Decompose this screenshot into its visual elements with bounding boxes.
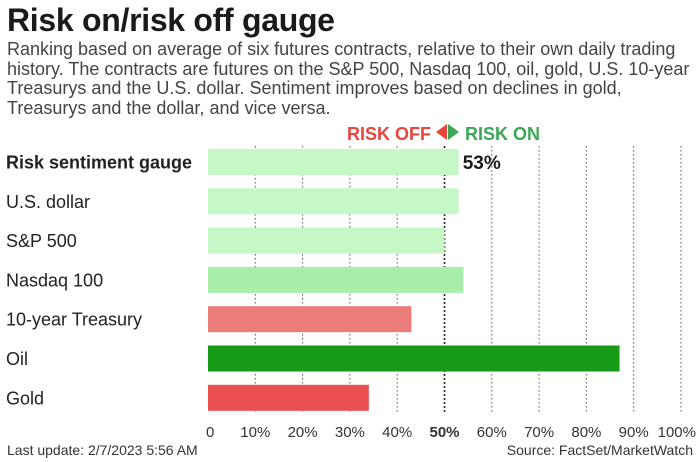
category-label: U.S. dollar: [6, 192, 90, 212]
x-tick-label: 30%: [335, 424, 365, 441]
x-tick-label: 100%: [658, 424, 696, 441]
x-tick-label: 50%: [429, 424, 459, 441]
risk-on-label: RISK ON: [465, 124, 540, 144]
x-tick-label: 90%: [619, 424, 649, 441]
x-tick-layer: 0 10% 20% 30% 40% 50% 60% 70% 80% 90% 100%: [206, 424, 696, 441]
bar: [208, 306, 412, 333]
category-label: Gold: [6, 388, 44, 408]
category-label: Risk sentiment gauge: [6, 153, 192, 173]
bar: [208, 384, 369, 411]
data-label: 53%: [463, 153, 501, 174]
risk-off-label: RISK OFF: [347, 124, 431, 144]
x-tick-label: 20%: [288, 424, 318, 441]
bar: [208, 227, 445, 254]
right-arrow-icon: [448, 124, 459, 140]
x-tick-label: 40%: [382, 424, 412, 441]
chart-title: Risk on/risk off gauge: [7, 2, 335, 38]
bar: [208, 188, 459, 215]
last-update: Last update: 2/7/2023 5:56 AM: [7, 442, 198, 458]
chart-subtitle: Ranking based on average of six futures …: [7, 39, 690, 118]
x-tick-label: 80%: [571, 424, 601, 441]
bar: [208, 266, 464, 293]
left-arrow-icon: [436, 124, 447, 140]
x-tick-label: 70%: [524, 424, 554, 441]
risk-legend: RISK OFF RISK ON: [347, 124, 540, 144]
x-tick-label: 60%: [477, 424, 507, 441]
category-label: Nasdaq 100: [6, 270, 103, 290]
source-note: Source: FactSet/MarketWatch: [506, 442, 693, 458]
category-label: Oil: [6, 349, 28, 369]
x-tick-label: 0: [206, 424, 214, 441]
bar-layer: [208, 149, 620, 411]
category-label: 10-year Treasury: [6, 310, 142, 330]
x-tick-label: 10%: [240, 424, 270, 441]
category-label-layer: Risk sentiment gauge 53% U.S. dollar S&P 50…: [6, 153, 501, 409]
category-label: S&P 500: [6, 231, 77, 251]
bar: [208, 149, 459, 175]
bar: [208, 345, 620, 372]
